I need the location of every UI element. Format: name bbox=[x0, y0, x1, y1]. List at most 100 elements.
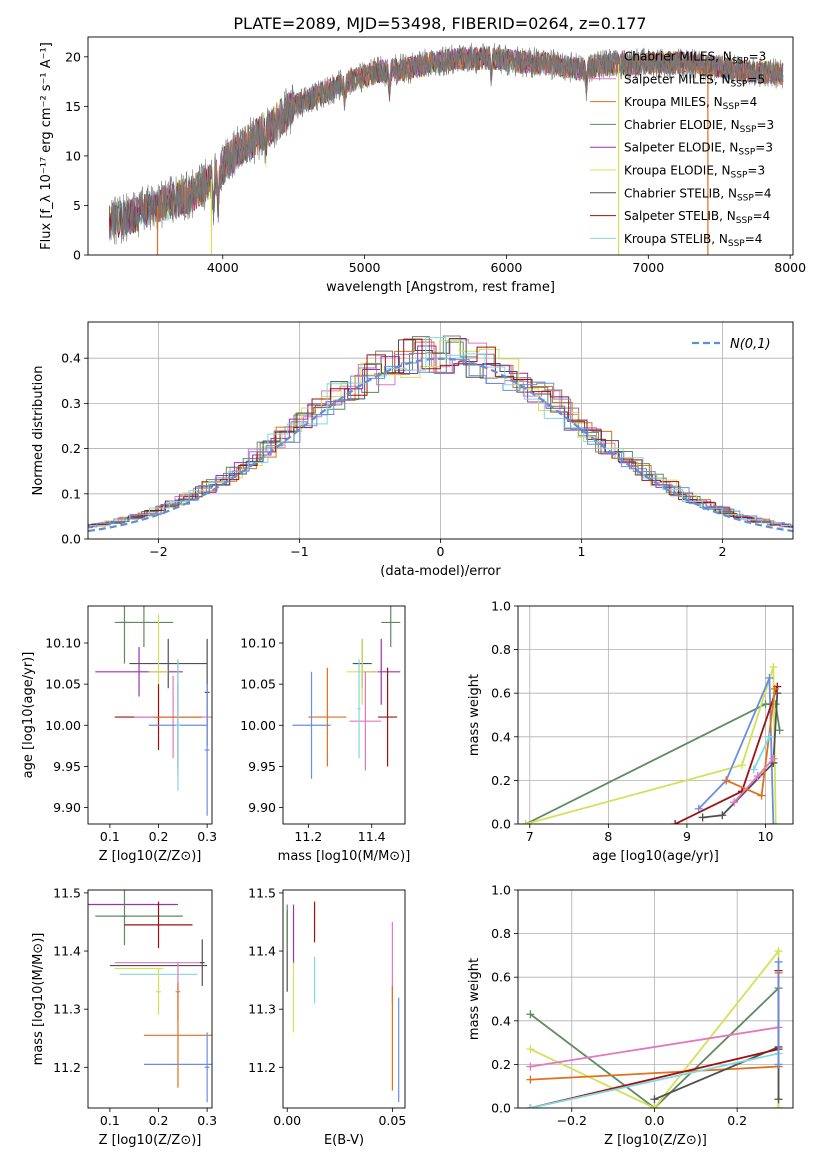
plus-marker bbox=[694, 804, 703, 813]
x-tick-label: 5000 bbox=[349, 260, 381, 275]
legend-entry: Chabrier ELODIE, NSSP=3 bbox=[624, 118, 774, 135]
x-tick-label: 0.2 bbox=[727, 1113, 747, 1128]
axes-frame bbox=[517, 605, 794, 825]
y-tick-label: 11.4 bbox=[248, 944, 276, 959]
plot-area bbox=[95, 606, 212, 816]
x-tick-label: 6000 bbox=[491, 260, 523, 275]
histogram-chabrier_elodie bbox=[88, 336, 793, 529]
y-tick-label: 0 bbox=[73, 248, 81, 263]
axes-frame bbox=[87, 889, 213, 1109]
axes-frame bbox=[87, 36, 794, 256]
x-tick-label: 7 bbox=[526, 829, 534, 844]
y-tick-label: 0.1 bbox=[61, 486, 81, 501]
x-tick-label: −2 bbox=[149, 544, 167, 559]
x-axis-label: Z [log10(Z/Z⊙)] bbox=[604, 1133, 707, 1148]
y-tick-label: 10.10 bbox=[240, 636, 276, 651]
y-tick-label: 1.0 bbox=[491, 599, 511, 614]
x-axis-label: Z [log10(Z/Z⊙)] bbox=[99, 1133, 202, 1148]
plus-marker bbox=[769, 820, 778, 824]
plus-marker bbox=[765, 673, 774, 682]
x-tick-label: 10 bbox=[758, 829, 774, 844]
legend-suffix: =3 bbox=[747, 164, 765, 178]
plot-area bbox=[518, 890, 793, 1108]
plus-marker bbox=[722, 776, 731, 785]
x-axis-label: Z [log10(Z/Z⊙)] bbox=[99, 849, 202, 864]
plus-marker bbox=[769, 754, 778, 763]
plus-marker bbox=[775, 726, 784, 735]
plus-marker bbox=[774, 1104, 783, 1108]
x-axis-label: (data-model)/error bbox=[380, 564, 501, 579]
legend-sub: SSP bbox=[732, 57, 749, 67]
plus-marker bbox=[757, 791, 766, 800]
legend-sub: SSP bbox=[740, 125, 757, 135]
y-tick-label: 0.0 bbox=[491, 1101, 511, 1116]
plus-marker bbox=[698, 813, 707, 822]
x-axis-label: age [log10(age/yr)] bbox=[592, 849, 719, 864]
x-tick-label: 0.05 bbox=[378, 1113, 406, 1128]
y-tick-label: 10.10 bbox=[45, 636, 81, 651]
y-tick-label: 0.4 bbox=[491, 729, 511, 744]
y-tick-label: 11.5 bbox=[248, 885, 276, 900]
panel-massweight_vs_Z: −0.2 0.0 0.2 0.0 0.2 0.4 0.6 0.8 1.0 Z [log10(Z/Z… bbox=[467, 883, 794, 1148]
figure-title: PLATE=2089, MJD=53498, FIBERID=0264, z=0… bbox=[233, 14, 646, 33]
normal-curve bbox=[88, 357, 793, 533]
x-tick-label: 0.3 bbox=[197, 829, 217, 844]
plus-marker bbox=[771, 820, 780, 824]
legend-suffix: =4 bbox=[745, 232, 763, 246]
panel-age_vs_Z: 0.1 0.2 0.3 9.90 9.95 10.00 10.05 10.10 Z [log10… bbox=[21, 605, 217, 864]
y-tick-label: 0.6 bbox=[491, 686, 511, 701]
y-tick-label: 11.4 bbox=[53, 944, 81, 959]
y-axis-label: mass weight bbox=[467, 674, 482, 756]
y-tick-label: 11.3 bbox=[53, 1002, 81, 1017]
series-kroupa_elodie bbox=[525, 666, 777, 824]
legend-sub: SSP bbox=[731, 79, 748, 89]
y-axis-label: age [log10(age/yr)] bbox=[21, 652, 36, 779]
y-tick-label: 20 bbox=[65, 49, 81, 64]
legend: Chabrier MILES, NSSP=3 Salpeter MILES, NS… bbox=[590, 50, 774, 249]
legend-suffix: =3 bbox=[749, 50, 767, 64]
plus-marker bbox=[774, 1095, 783, 1104]
x-tick-label: 7000 bbox=[632, 260, 664, 275]
plus-marker bbox=[521, 820, 530, 824]
legend-suffix: =4 bbox=[740, 95, 758, 109]
y-tick-label: 10.00 bbox=[45, 718, 81, 733]
x-tick-label: 0.1 bbox=[100, 1113, 120, 1128]
plot-area bbox=[518, 606, 793, 824]
y-tick-label: 0.0 bbox=[61, 532, 81, 547]
plus-marker bbox=[730, 798, 739, 807]
plot-area bbox=[286, 901, 400, 1103]
y-tick-label: 11.3 bbox=[248, 1002, 276, 1017]
x-tick-label: −0.2 bbox=[557, 1113, 587, 1128]
plus-marker bbox=[770, 684, 779, 693]
x-tick-label: 0.2 bbox=[149, 829, 169, 844]
y-axis-label: mass weight bbox=[467, 958, 482, 1040]
legend-entry: Salpeter ELODIE, NSSP=3 bbox=[624, 141, 773, 158]
legend-suffix: =3 bbox=[755, 141, 773, 155]
series-salpeter_miles bbox=[530, 1026, 779, 1068]
series-kroupa_stelib bbox=[752, 736, 771, 770]
x-tick-label: 0.1 bbox=[100, 829, 120, 844]
series-chabrier_stelib bbox=[654, 1045, 780, 1101]
legend-entry: Salpeter MILES, NSSP=5 bbox=[624, 72, 765, 89]
x-tick-label: 0 bbox=[437, 544, 445, 559]
plus-marker bbox=[774, 1060, 783, 1069]
x-tick-label: 11.4 bbox=[358, 829, 386, 844]
panel-massweight_vs_age: 7 8 9 10 0.0 0.2 0.4 0.6 0.8 1.0 age [log10(age/yr… bbox=[467, 599, 794, 864]
y-axis-label: Flux [f_λ 10⁻¹⁷ erg cm⁻² s⁻¹ A⁻¹] bbox=[39, 42, 54, 250]
plot-area bbox=[88, 322, 793, 539]
panel-mass_vs_Z: 0.1 0.2 0.3 11.2 11.3 11.4 11.5 Z [log10(Z/Z⊙)]… bbox=[31, 885, 217, 1148]
legend-entry: Kroupa MILES, NSSP=4 bbox=[624, 95, 757, 112]
legend-entry: Kroupa ELODIE, NSSP=3 bbox=[624, 164, 765, 181]
plus-marker bbox=[765, 732, 774, 741]
plus-marker bbox=[718, 811, 727, 820]
y-axis-label: mass [log10(M/M⊙)] bbox=[31, 933, 46, 1066]
series-blue bbox=[698, 677, 775, 824]
observed-spectrum bbox=[109, 42, 784, 245]
plus-marker bbox=[526, 1104, 535, 1108]
x-tick-label: 2 bbox=[719, 544, 727, 559]
plus-marker bbox=[650, 1104, 659, 1108]
legend-sub: SSP bbox=[736, 216, 753, 226]
plus-marker bbox=[737, 761, 746, 770]
legend-suffix: =5 bbox=[747, 72, 765, 86]
